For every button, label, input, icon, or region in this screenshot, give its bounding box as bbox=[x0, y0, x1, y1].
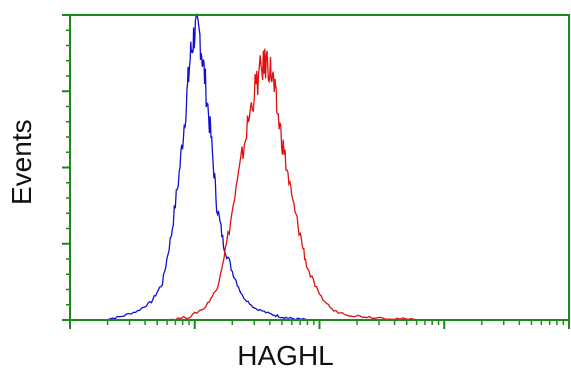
x-axis-label: HAGHL bbox=[237, 340, 334, 371]
series-1-line bbox=[101, 13, 308, 321]
series-layer bbox=[101, 13, 417, 321]
axes-layer bbox=[62, 14, 570, 329]
series-2-line bbox=[167, 48, 417, 321]
y-axis-label: Events bbox=[6, 119, 37, 205]
plot-frame bbox=[69, 14, 570, 321]
